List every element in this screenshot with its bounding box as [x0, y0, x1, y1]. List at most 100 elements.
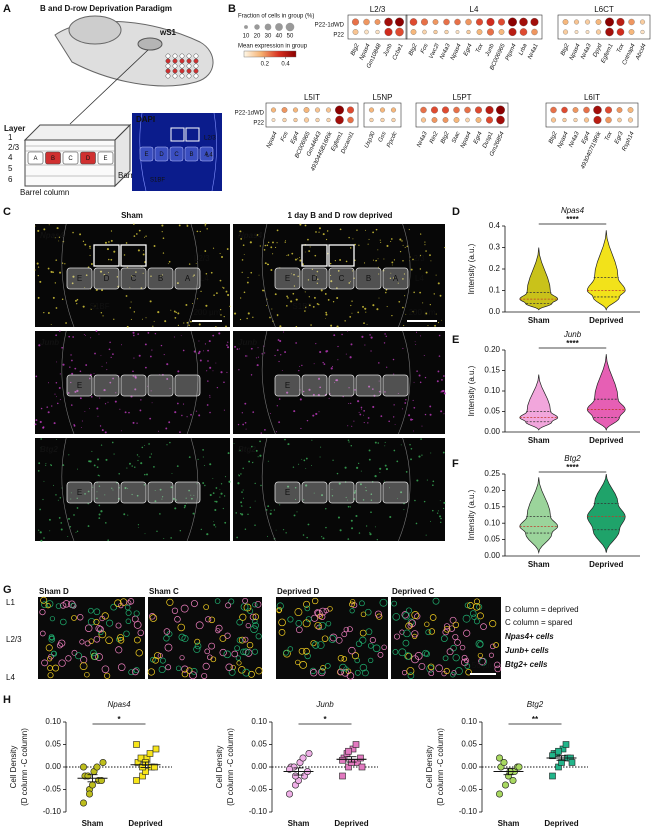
speckle [182, 403, 185, 405]
pointer [69, 49, 149, 125]
cell-outline [202, 662, 210, 670]
gene-label: Egr4 [290, 130, 301, 145]
cell-outline [180, 604, 189, 613]
speckle [270, 268, 273, 271]
dot [420, 117, 427, 123]
roi-box [93, 244, 120, 267]
speckle [305, 457, 308, 460]
speckle [255, 449, 258, 452]
speckle [410, 458, 412, 461]
speckle [197, 458, 199, 460]
dot [325, 107, 332, 113]
speckle [386, 244, 389, 247]
cell-outline [391, 600, 397, 607]
speckle [99, 270, 103, 273]
speckle [282, 529, 285, 531]
speckle [362, 305, 364, 308]
gene-label: Junb [484, 42, 496, 58]
speckle [370, 511, 372, 514]
cell-outline [442, 655, 449, 662]
speckle [112, 377, 115, 380]
barrel [274, 374, 301, 397]
speckle [68, 454, 70, 456]
speckle [214, 500, 216, 503]
speckle [64, 263, 66, 265]
speckle [287, 254, 290, 256]
speckle [418, 374, 421, 377]
colorbar [243, 50, 297, 58]
speckle [339, 228, 342, 231]
dot [395, 17, 404, 27]
speckle [104, 241, 108, 244]
speckle [277, 339, 280, 341]
speckle [348, 403, 350, 404]
speckle [98, 504, 101, 507]
cell-outline [350, 599, 356, 605]
dot [454, 18, 461, 26]
speckle [133, 223, 135, 225]
speckle [390, 240, 392, 243]
speckle [416, 479, 419, 482]
speckle [299, 257, 301, 259]
speckle [349, 356, 352, 359]
y-tick-label: 0.05 [484, 407, 500, 416]
dot [519, 28, 528, 36]
speckle [333, 334, 336, 337]
speckle [89, 245, 91, 248]
gene-label: Egr4 [473, 130, 484, 145]
speckle [225, 325, 227, 328]
cell-outline [452, 633, 459, 641]
y-tick-label: 0.10 [484, 386, 500, 395]
cell-outline [70, 602, 76, 609]
cell-outline [349, 601, 355, 608]
speckle [313, 296, 316, 299]
cell-outline [115, 622, 122, 629]
speckle [439, 294, 442, 297]
cell-outline [402, 639, 410, 647]
region-label: S1BF [150, 178, 165, 184]
point [509, 776, 517, 784]
speckle [383, 480, 385, 482]
speckle [167, 263, 169, 265]
cell-outline [374, 610, 382, 618]
speckle [363, 409, 365, 412]
barrel [328, 267, 355, 290]
speckle [188, 263, 191, 265]
speckle [399, 250, 402, 253]
speckle [162, 237, 165, 239]
speckle [143, 484, 146, 486]
speckle [132, 331, 135, 334]
cell-outline [323, 607, 329, 614]
speckle [131, 493, 133, 496]
barrel-label: D [86, 156, 91, 162]
speckle [286, 304, 288, 307]
speckle [70, 354, 72, 356]
cell-outline [302, 619, 311, 628]
cell-outline [494, 661, 501, 668]
speckle [240, 297, 242, 299]
speckle [295, 298, 298, 301]
group-frame [265, 102, 359, 128]
speckle [432, 484, 434, 487]
barrel [174, 267, 201, 290]
speckle [221, 286, 223, 288]
x-tick-label: Sham [528, 560, 550, 569]
speckle [171, 473, 173, 474]
barrel [355, 267, 382, 290]
cell-outline [454, 639, 461, 646]
speckle [330, 280, 333, 283]
cell-outline [317, 613, 323, 619]
speckle [265, 305, 268, 307]
speckle [384, 464, 387, 467]
speckle [197, 298, 199, 300]
speckle [48, 518, 51, 521]
speckle [375, 260, 377, 262]
point [93, 763, 101, 771]
dot [627, 107, 634, 113]
speckle [207, 380, 209, 382]
speckle [292, 292, 295, 295]
gene-label: Npas4 [40, 231, 65, 240]
speckle [60, 522, 63, 524]
speckle [440, 319, 442, 321]
